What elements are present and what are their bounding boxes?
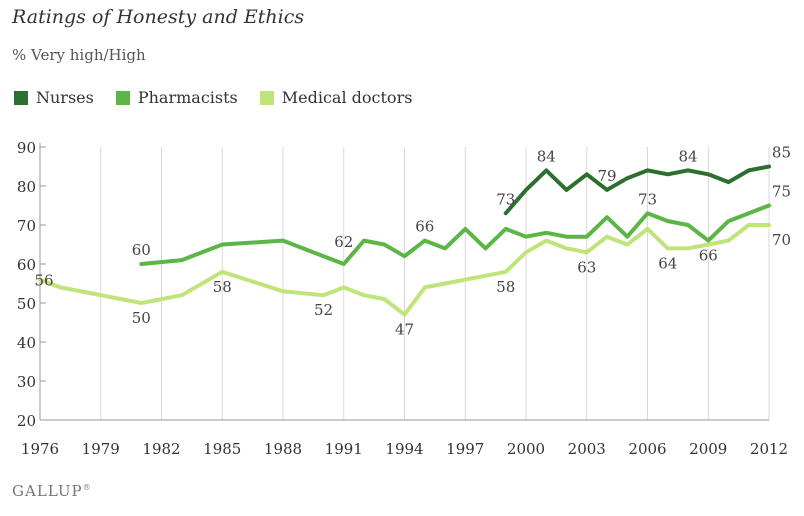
legend-label-nurses: Nurses [36,88,94,107]
data-label-pharmacists-2006: 73 [638,190,657,208]
legend-item-pharmacists: Pharmacists [115,88,238,107]
legend-swatch-pharmacists [115,90,130,105]
data-label-nurses-2012: 85 [772,144,791,162]
y-tick-label-40: 40 [17,334,36,352]
data-label-medical-doctors-1981: 50 [132,309,151,327]
legend-item-nurses: Nurses [14,88,94,107]
data-label-pharmacists-1981: 60 [132,241,151,259]
chart-subtitle: % Very high/High [12,46,146,64]
y-tick-label-80: 80 [17,178,36,196]
x-tick-label-2000: 2000 [507,440,545,458]
data-label-nurses-1999: 73 [496,190,515,208]
y-tick-label-30: 30 [17,373,36,391]
legend-item-doctors: Medical doctors [259,88,413,107]
x-tick-label-2006: 2006 [628,440,666,458]
data-label-nurses-2004: 79 [597,167,616,185]
gallup-logo: GALLUP® [12,482,92,500]
chart-title: Ratings of Honesty and Ethics [12,6,305,28]
x-tick-label-1997: 1997 [446,440,484,458]
data-label-medical-doctors-2009: 66 [699,247,718,265]
data-label-medical-doctors-1985: 58 [213,278,232,296]
data-label-medical-doctors-2012: 70 [772,231,791,249]
data-label-pharmacists-2012: 75 [772,183,791,201]
x-tick-label-1979: 1979 [82,440,120,458]
legend-swatch-nurses [14,90,28,105]
legend-swatch-doctors [259,90,274,105]
data-label-nurses-2008: 84 [678,147,697,165]
data-label-medical-doctors-2003: 63 [577,258,596,276]
legend-label-pharmacists: Pharmacists [137,88,238,107]
x-tick-label-1976: 1976 [21,440,59,458]
data-label-pharmacists-1995: 66 [415,218,434,236]
data-label-medical-doctors-1976: 56 [34,272,53,290]
series-line-pharmacists [139,203,771,266]
x-tick-label-1985: 1985 [203,440,241,458]
legend-label-doctors: Medical doctors [281,88,413,107]
data-label-medical-doctors-1990: 52 [314,301,333,319]
x-tick-label-2009: 2009 [689,440,727,458]
y-tick-label-20: 20 [17,412,36,430]
x-tick-label-2012: 2012 [750,440,788,458]
x-tick-label-1982: 1982 [142,440,180,458]
y-tick-label-60: 60 [17,256,36,274]
x-tick-label-1988: 1988 [264,440,302,458]
y-tick-label-50: 50 [17,295,36,313]
x-tick-label-2003: 2003 [568,440,606,458]
y-tick-label-90: 90 [17,139,36,157]
data-label-pharmacists-1991: 62 [334,233,353,251]
data-label-medical-doctors-1999: 58 [496,278,515,296]
series-line-medical-doctors [38,223,771,317]
y-tick-label-70: 70 [17,217,36,235]
brand-text: GALLUP [12,482,83,500]
data-label-medical-doctors-1994: 47 [395,321,414,339]
x-tick-label-1991: 1991 [325,440,363,458]
data-label-medical-doctors-2007: 64 [658,254,677,272]
brand-mark: ® [82,483,92,492]
x-tick-label-1994: 1994 [385,440,423,458]
data-label-nurses-2001: 84 [537,147,556,165]
legend: Nurses Pharmacists Medical doctors [14,88,412,107]
series-line-nurses [503,164,771,216]
